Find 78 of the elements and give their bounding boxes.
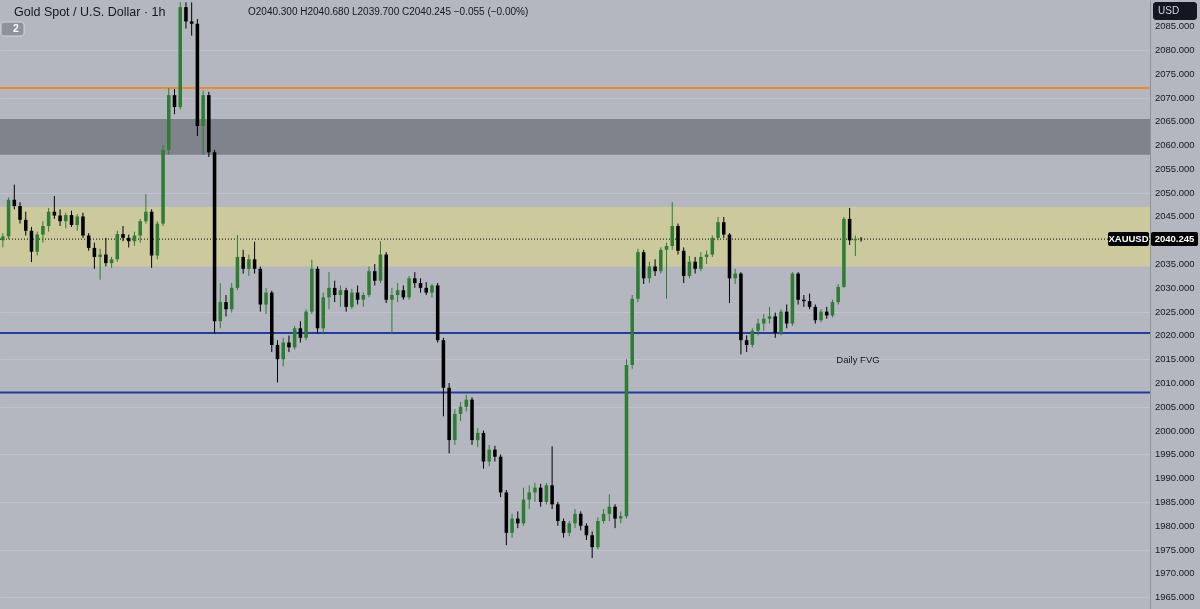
- y-tick-label: 2060.000: [1155, 139, 1195, 151]
- text: O2040.300 H2040.680 L2039.700 C2040.245 −0.055 (−0.00%): [248, 6, 529, 17]
- candlestick: [779, 308, 783, 336]
- y-tick-label: 2050.000: [1155, 186, 1195, 198]
- ref-line-label: XAUUSD: [1108, 233, 1149, 245]
- candlestick: [23, 211, 28, 237]
- annotation: Daily FVG: [836, 354, 880, 365]
- y-tick-label: 2000.000: [1155, 424, 1195, 436]
- candlestick: [144, 193, 148, 225]
- candlestick: [653, 258, 657, 277]
- candlestick: [18, 201, 22, 225]
- candlestick: [264, 287, 268, 315]
- candlestick: [189, 1, 194, 37]
- candlestick: [836, 283, 840, 305]
- annotation: 2: [13, 22, 20, 34]
- candlestick: [693, 256, 697, 275]
- candlestick: [510, 513, 514, 539]
- candlestick: [699, 251, 703, 272]
- candlestick: [590, 530, 594, 559]
- candlestick: [527, 484, 531, 510]
- candlestick: [613, 503, 617, 529]
- y-tick-label: 2080.000: [1155, 43, 1195, 55]
- candlestick: [138, 218, 142, 244]
- candlestick: [390, 287, 394, 335]
- candlestick: [350, 288, 354, 310]
- y-tick-label: 2085.000: [1155, 20, 1195, 32]
- candlestick: [372, 263, 377, 286]
- text: 2040.245: [1154, 233, 1196, 245]
- candlestick: [716, 216, 720, 241]
- y-tick-label: 2055.000: [1155, 162, 1195, 174]
- y-tick-label: 2045.000: [1155, 210, 1195, 222]
- candlestick: [1, 232, 5, 248]
- candlestick: [367, 265, 371, 298]
- candlestick: [247, 254, 251, 277]
- candlestick: [287, 334, 291, 353]
- candlestick: [573, 508, 577, 529]
- candlestick: [81, 212, 85, 239]
- candlestick: [756, 318, 760, 336]
- candlestick: [407, 275, 411, 301]
- candlestick: [556, 501, 560, 527]
- candlestick: [184, 1, 188, 30]
- y-tick-label: 2005.000: [1155, 400, 1195, 412]
- candlestick: [475, 427, 480, 448]
- y-tick-label: 2065.000: [1155, 115, 1195, 127]
- y-tick-label: 2070.000: [1155, 91, 1195, 103]
- y-tick-label: 2010.000: [1155, 377, 1195, 388]
- candlestick: [533, 482, 537, 503]
- candlestick: [41, 220, 45, 244]
- chart-title: Gold Spot / U.S. Dollar · 1h: [14, 5, 166, 19]
- candlestick: [493, 445, 497, 463]
- candlestick: [327, 271, 331, 310]
- y-tick-label: 1985.000: [1155, 495, 1195, 507]
- candlestick: [550, 445, 554, 510]
- y-tick-label: 1980.000: [1155, 519, 1195, 531]
- candlestick: [98, 248, 102, 281]
- candlestick: [35, 231, 39, 256]
- candlestick: [241, 249, 245, 275]
- y-tick-label: 1970.000: [1155, 567, 1195, 579]
- candlestick: [224, 294, 228, 317]
- candlestick: [344, 287, 348, 313]
- candlestick: [104, 237, 108, 267]
- y-tick-label: 1975.000: [1155, 543, 1195, 555]
- y-tick-label: 1990.000: [1155, 472, 1195, 484]
- y-tick-label: 1995.000: [1155, 448, 1195, 460]
- y-tick-label: 2030.000: [1155, 281, 1195, 293]
- candlestick: [281, 337, 285, 367]
- y-tick-label: 2020.000: [1155, 329, 1195, 341]
- y-tick-label: 1965.000: [1155, 591, 1195, 603]
- y-tick-label: 2025.000: [1155, 305, 1195, 317]
- candlestick: [773, 312, 778, 339]
- y-tick-label: 2035.000: [1155, 258, 1195, 270]
- y-tick-label: 2075.000: [1155, 67, 1195, 79]
- candlestick: [58, 208, 62, 227]
- y-axis-title: USD: [1158, 5, 1180, 16]
- candlestick: [487, 444, 491, 467]
- candlestick: [670, 201, 675, 251]
- y-tick-label: 2015.000: [1155, 353, 1195, 365]
- candlestick: [659, 246, 663, 275]
